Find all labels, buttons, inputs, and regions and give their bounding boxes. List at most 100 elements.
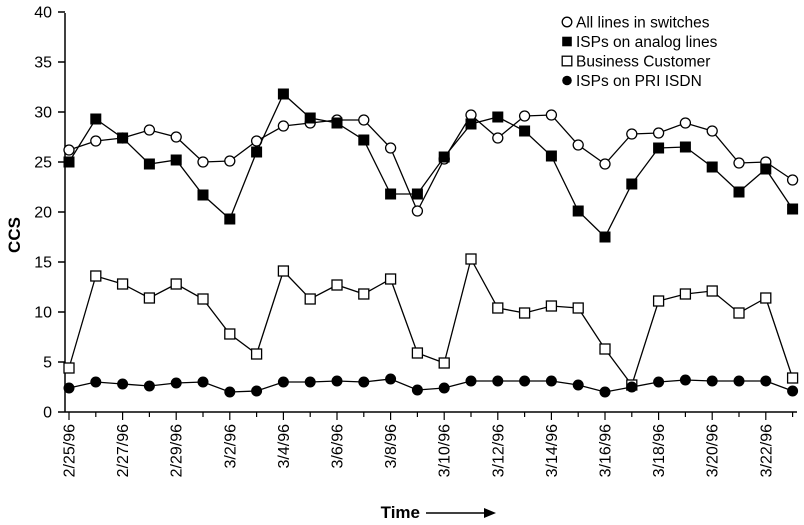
data-point xyxy=(411,347,424,359)
data-point xyxy=(63,156,75,168)
data-point xyxy=(786,372,799,384)
series-3 xyxy=(63,253,799,391)
data-point xyxy=(251,385,263,397)
data-point xyxy=(384,142,397,154)
data-point xyxy=(465,118,477,130)
data-point xyxy=(304,112,316,124)
data-point xyxy=(599,231,611,243)
y-tick-label: 0 xyxy=(43,405,52,422)
data-point xyxy=(143,292,156,304)
data-point xyxy=(358,376,370,388)
data-point xyxy=(170,154,182,166)
data-point xyxy=(438,382,450,394)
legend-label: All lines in switches xyxy=(576,15,710,32)
data-point xyxy=(331,375,343,387)
y-axis-title: CCS xyxy=(5,217,24,253)
data-point xyxy=(143,124,156,136)
data-point xyxy=(706,285,718,297)
data-point xyxy=(652,127,665,139)
data-point xyxy=(626,178,638,190)
legend-label: ISPs on PRI ISDN xyxy=(576,73,702,90)
data-point xyxy=(116,278,129,290)
x-tick-label: 3/2/96 xyxy=(222,424,239,469)
data-point xyxy=(224,386,236,398)
y-tick-label: 25 xyxy=(34,155,52,172)
data-point xyxy=(599,343,611,355)
series-group xyxy=(63,88,799,398)
data-point xyxy=(331,279,343,291)
x-tick-label: 3/22/96 xyxy=(758,424,775,477)
data-point xyxy=(733,375,745,387)
data-point xyxy=(492,302,504,314)
x-axis-title-text: Time xyxy=(381,503,420,522)
data-point xyxy=(518,307,531,319)
data-point xyxy=(438,357,450,369)
series-line xyxy=(68,114,793,213)
data-point xyxy=(197,156,209,168)
data-point xyxy=(572,302,584,314)
data-point xyxy=(250,348,263,360)
data-point xyxy=(331,117,343,129)
data-point xyxy=(170,377,182,389)
y-ticks: 0 5 10 15 20 25 30 35 40 xyxy=(34,5,65,422)
data-point xyxy=(679,288,692,300)
data-point xyxy=(760,375,772,387)
data-point xyxy=(787,203,799,215)
data-point xyxy=(653,142,665,154)
data-point xyxy=(197,293,209,305)
data-point xyxy=(197,376,209,388)
legend-item: ISPs on analog lines xyxy=(562,34,718,51)
data-point xyxy=(90,113,102,125)
data-point xyxy=(733,186,745,198)
data-point xyxy=(143,158,155,170)
y-tick-label: 20 xyxy=(34,205,52,222)
data-point xyxy=(760,292,772,304)
legend: All lines in switches ISPs on analog line… xyxy=(561,15,718,90)
series-line xyxy=(68,257,794,387)
data-point xyxy=(465,253,477,265)
data-point xyxy=(679,117,692,129)
data-point xyxy=(519,125,531,137)
data-point xyxy=(385,373,397,385)
x-axis-title: Time xyxy=(381,503,496,522)
data-point xyxy=(411,188,423,200)
x-tick-label: 3/8/96 xyxy=(383,424,400,469)
x-tick-label: 2/25/96 xyxy=(62,424,79,477)
data-point xyxy=(304,293,316,305)
data-point xyxy=(224,328,236,340)
legend-label: ISPs on analog lines xyxy=(576,34,718,51)
data-point xyxy=(492,111,504,123)
data-point xyxy=(519,375,531,387)
data-point xyxy=(224,155,236,167)
series-line xyxy=(68,378,793,393)
data-point xyxy=(411,384,423,396)
data-point xyxy=(143,380,155,392)
data-point xyxy=(358,134,370,146)
x-ticks: 2/25/96 2/27/96 2/29/96 3/2/96 3/4/96 3/6/96 3… xyxy=(62,412,794,477)
legend-filled-square-icon xyxy=(562,36,572,47)
data-point xyxy=(465,375,477,387)
data-point xyxy=(679,374,691,386)
x-tick-label: 2/29/96 xyxy=(169,424,186,477)
arrow-right-icon xyxy=(484,508,496,518)
x-tick-label: 2/27/96 xyxy=(115,424,132,477)
data-point xyxy=(599,158,611,170)
data-point xyxy=(277,265,290,277)
x-tick-label: 3/16/96 xyxy=(598,424,615,477)
data-point xyxy=(787,385,799,397)
data-point xyxy=(117,378,129,390)
series-2 xyxy=(63,88,799,243)
x-tick-label: 3/18/96 xyxy=(651,424,668,477)
x-tick-label: 3/6/96 xyxy=(330,424,347,469)
data-point xyxy=(63,362,75,374)
data-point xyxy=(572,205,584,217)
legend-filled-circle-icon xyxy=(562,75,572,86)
data-point xyxy=(277,88,289,100)
series-4 xyxy=(63,373,799,398)
data-point xyxy=(572,139,584,151)
data-point xyxy=(492,375,504,387)
data-point xyxy=(653,376,665,388)
data-point xyxy=(90,270,102,282)
data-point xyxy=(358,288,370,300)
series-line xyxy=(68,92,794,239)
